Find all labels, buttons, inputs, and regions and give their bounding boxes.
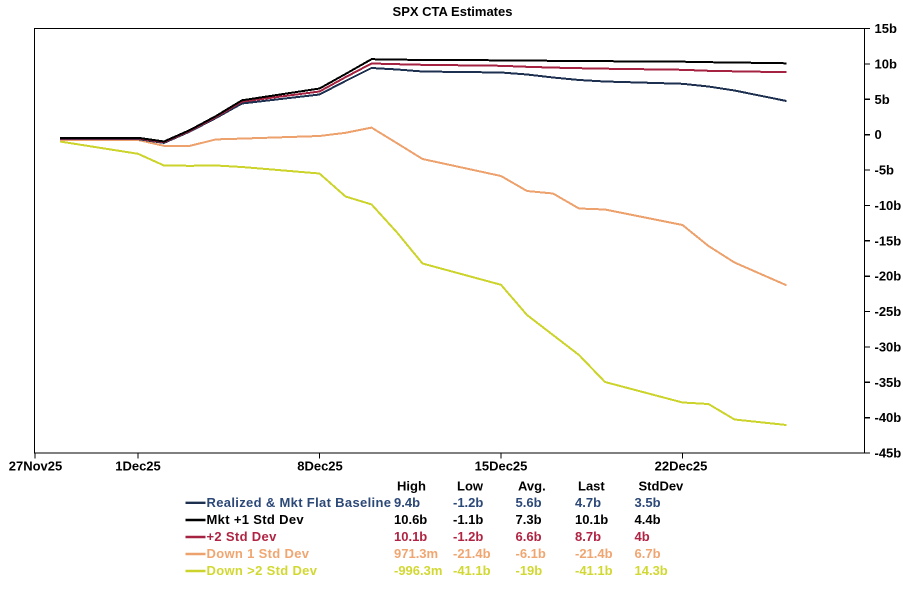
svg-text:8Dec25: 8Dec25 xyxy=(297,458,343,473)
svg-text:SPX CTA Estimates: SPX CTA Estimates xyxy=(393,4,513,19)
svg-text:5b: 5b xyxy=(875,92,890,107)
svg-text:-21.4b: -21.4b xyxy=(453,546,491,561)
svg-text:1Dec25: 1Dec25 xyxy=(115,458,161,473)
svg-text:9.4b: 9.4b xyxy=(394,495,420,510)
svg-text:10.1b: 10.1b xyxy=(394,529,427,544)
svg-text:-6.1b: -6.1b xyxy=(516,546,546,561)
svg-text:10.1b: 10.1b xyxy=(575,512,608,527)
svg-text:High: High xyxy=(397,478,426,493)
svg-text:-1.2b: -1.2b xyxy=(453,529,483,544)
svg-text:-996.3m: -996.3m xyxy=(394,563,442,578)
svg-text:-35b: -35b xyxy=(875,375,902,390)
svg-text:5.6b: 5.6b xyxy=(516,495,542,510)
svg-text:-19b: -19b xyxy=(516,563,543,578)
svg-text:10b: 10b xyxy=(875,57,897,72)
svg-text:4.4b: 4.4b xyxy=(635,512,661,527)
svg-text:15b: 15b xyxy=(875,21,897,36)
svg-text:6.7b: 6.7b xyxy=(635,546,661,561)
svg-text:0: 0 xyxy=(875,127,882,142)
svg-text:4b: 4b xyxy=(635,529,650,544)
svg-text:-1.1b: -1.1b xyxy=(453,512,483,527)
svg-text:Avg.: Avg. xyxy=(518,478,546,493)
svg-text:3.5b: 3.5b xyxy=(635,495,661,510)
svg-text:+2 Std Dev: +2 Std Dev xyxy=(207,529,278,544)
svg-text:Mkt +1 Std Dev: Mkt +1 Std Dev xyxy=(207,512,305,527)
svg-text:-45b: -45b xyxy=(875,446,902,461)
svg-text:-41.1b: -41.1b xyxy=(453,563,491,578)
svg-text:-15b: -15b xyxy=(875,233,902,248)
svg-text:27Nov25: 27Nov25 xyxy=(9,458,62,473)
svg-text:Last: Last xyxy=(578,478,605,493)
svg-text:-10b: -10b xyxy=(875,198,902,213)
svg-text:14.3b: 14.3b xyxy=(635,563,668,578)
svg-text:-5b: -5b xyxy=(875,163,895,178)
svg-text:6.6b: 6.6b xyxy=(516,529,542,544)
svg-text:-30b: -30b xyxy=(875,340,902,355)
svg-text:4.7b: 4.7b xyxy=(575,495,601,510)
svg-text:Down 1 Std Dev: Down 1 Std Dev xyxy=(207,546,310,561)
svg-text:-41.1b: -41.1b xyxy=(575,563,613,578)
svg-text:StdDev: StdDev xyxy=(639,478,685,493)
svg-text:-20b: -20b xyxy=(875,269,902,284)
svg-text:15Dec25: 15Dec25 xyxy=(475,458,528,473)
svg-text:10.6b: 10.6b xyxy=(394,512,427,527)
svg-text:Low: Low xyxy=(457,478,484,493)
svg-text:971.3m: 971.3m xyxy=(394,546,438,561)
svg-text:-1.2b: -1.2b xyxy=(453,495,483,510)
svg-text:Realized & Mkt Flat Baseline: Realized & Mkt Flat Baseline xyxy=(207,495,392,510)
svg-text:-21.4b: -21.4b xyxy=(575,546,613,561)
svg-text:7.3b: 7.3b xyxy=(516,512,542,527)
svg-text:-25b: -25b xyxy=(875,304,902,319)
svg-text:Down >2 Std Dev: Down >2 Std Dev xyxy=(207,563,318,578)
svg-text:22Dec25: 22Dec25 xyxy=(655,458,708,473)
svg-text:8.7b: 8.7b xyxy=(575,529,601,544)
svg-text:-40b: -40b xyxy=(875,410,902,425)
